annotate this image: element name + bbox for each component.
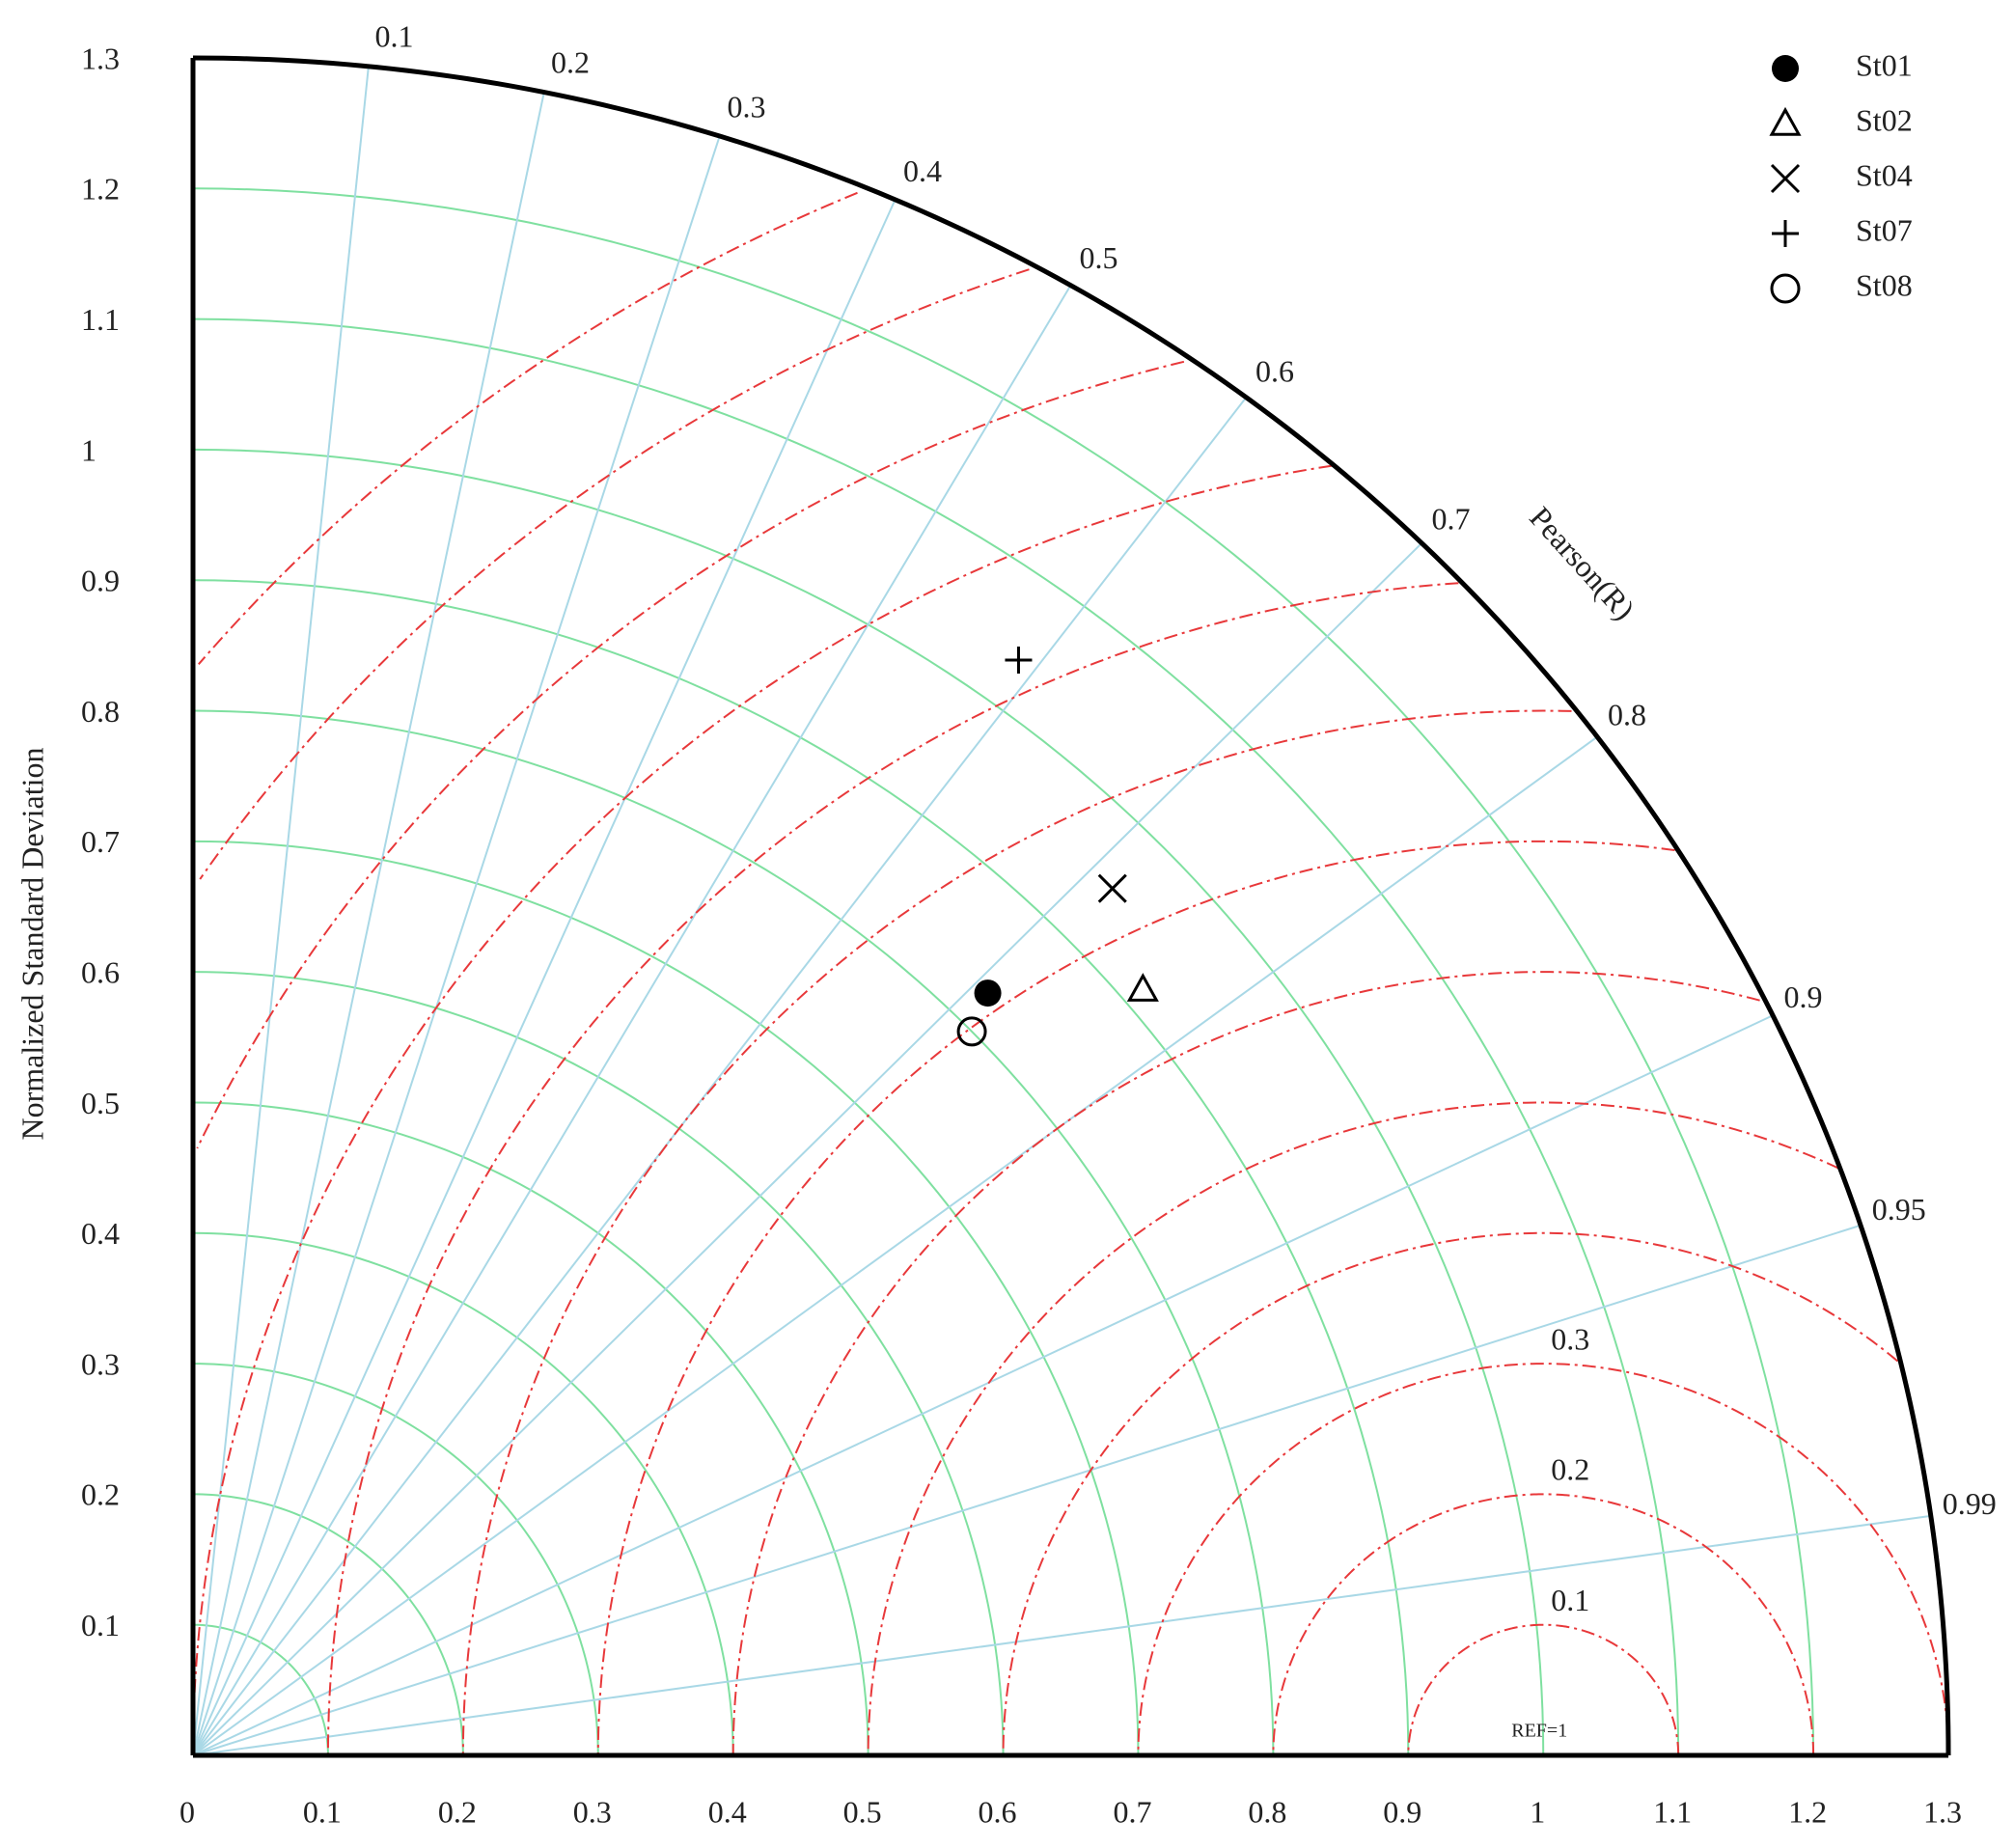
marker (1097, 873, 1127, 903)
correlation-ray (192, 397, 1248, 1756)
correlation-tick-label: 0.7 (1432, 501, 1471, 536)
std-grid-arc (192, 579, 1410, 1756)
y-tick-label: 0.5 (81, 1086, 120, 1120)
y-tick-label: 0.7 (81, 824, 120, 859)
correlation-ray (192, 92, 545, 1756)
std-grid-arc (192, 1101, 869, 1756)
rmsd-arc (1272, 1493, 1815, 1756)
x-tick-label: 0.5 (843, 1794, 882, 1829)
rmsd-arc (198, 191, 858, 665)
std-grid-arc (192, 448, 1545, 1756)
y-tick-label: 1.2 (81, 172, 120, 207)
correlation-tick-label: 0.6 (1255, 354, 1294, 389)
x-tick-label: 0.6 (979, 1794, 1017, 1829)
rmsd-arc (1407, 1623, 1680, 1755)
correlation-tick-label: 0.95 (1872, 1192, 1926, 1227)
legend-marker (1770, 273, 1801, 304)
rmsd-arc (192, 464, 1333, 1756)
x-tick-label: 0.4 (708, 1794, 747, 1829)
correlation-ray (192, 66, 370, 1756)
rmsd-arc (867, 1101, 1840, 1756)
correlation-ray (192, 735, 1598, 1756)
y-tick-label: 0.6 (81, 954, 120, 989)
legend-marker (1772, 220, 1799, 247)
correlation-tick-label: 0.8 (1608, 698, 1646, 732)
std-grid-arc (192, 709, 1275, 1756)
marker (974, 979, 1002, 1007)
std-grid-arc (192, 317, 1680, 1756)
legend-marker (1769, 106, 1802, 136)
y-axis-label: Normalized Standard Deviation (14, 748, 49, 1141)
x-tick-label: 0.1 (303, 1794, 342, 1829)
std-grid-arc (192, 1623, 329, 1756)
rmsd-arc (326, 582, 1459, 1756)
correlation-ray (192, 1514, 1931, 1756)
rmsd-arc (1002, 1231, 1899, 1756)
correlation-ray (192, 285, 1072, 1756)
x-tick-label: 0.2 (438, 1794, 477, 1829)
legend-label: St01 (1856, 47, 1913, 82)
rmsd-label: 0.3 (1551, 1321, 1589, 1356)
correlation-ray (192, 199, 897, 1756)
y-tick-label: 0.3 (81, 1346, 120, 1381)
x-tick-label: 0.9 (1383, 1794, 1421, 1829)
std-grid-arc (192, 1363, 599, 1756)
legend-label: St04 (1856, 157, 1913, 192)
rmsd-arc (199, 268, 1030, 880)
std-grid-arc (192, 57, 1949, 1756)
legend-label: St07 (1856, 212, 1913, 247)
correlation-ray (192, 542, 1423, 1756)
correlation-tick-label: 0.99 (1943, 1486, 1997, 1521)
y-tick-label: 1.1 (81, 302, 120, 337)
legend-label: St02 (1856, 102, 1913, 137)
rmsd-label: 0.2 (1551, 1452, 1589, 1487)
x-tick-label: 1.1 (1653, 1794, 1692, 1829)
x-tick-label: 1.2 (1788, 1794, 1827, 1829)
legend-marker (1770, 163, 1801, 194)
y-tick-label: 0.1 (81, 1608, 120, 1642)
correlation-ray (192, 1014, 1774, 1756)
y-tick-label: 1.3 (81, 41, 120, 75)
x-tick-label: 1.3 (1923, 1794, 1962, 1829)
correlation-ray (192, 135, 721, 1756)
outer-arc (192, 55, 1951, 1756)
rmsd-arc (196, 360, 1185, 1149)
y-tick-label: 0.2 (81, 1477, 120, 1512)
correlation-tick-label: 0.5 (1080, 240, 1118, 275)
correlation-label: Pearson(R) (1523, 500, 1642, 626)
correlation-ray (192, 1224, 1862, 1756)
rmsd-arc (731, 971, 1760, 1756)
correlation-tick-label: 0.1 (375, 18, 414, 53)
marker (956, 1016, 987, 1047)
x-tick-label: 0.8 (1248, 1794, 1286, 1829)
x-tick-label: 0.3 (573, 1794, 612, 1829)
std-grid-arc (192, 1231, 734, 1756)
std-grid-arc (192, 840, 1140, 1756)
x-tick-label: 1 (1530, 1794, 1545, 1829)
marker (1126, 973, 1159, 1002)
y-tick-label: 0.8 (81, 694, 120, 729)
correlation-tick-label: 0.9 (1784, 979, 1823, 1014)
std-grid-arc (192, 1493, 464, 1756)
std-grid-arc (192, 971, 1005, 1756)
rmsd-arc (1137, 1363, 1949, 1756)
rmsd-arc (461, 709, 1572, 1756)
std-grid-arc (192, 187, 1815, 1756)
correlation-tick-label: 0.4 (903, 153, 942, 188)
reference-label: REF=1 (1511, 1721, 1567, 1742)
correlation-tick-label: 0.3 (728, 89, 766, 124)
correlation-tick-label: 0.2 (551, 44, 590, 79)
x-tick-label: 0.7 (1113, 1794, 1151, 1829)
legend-marker (1772, 55, 1799, 82)
legend-label: St08 (1856, 267, 1913, 302)
y-tick-label: 0.4 (81, 1216, 120, 1251)
rmsd-label: 0.1 (1551, 1583, 1589, 1617)
y-tick-label: 0.9 (81, 564, 120, 598)
marker (1005, 646, 1033, 674)
y-tick-label: 1 (81, 432, 97, 467)
rmsd-arc (596, 840, 1675, 1756)
x-tick-label: 0 (179, 1794, 195, 1829)
